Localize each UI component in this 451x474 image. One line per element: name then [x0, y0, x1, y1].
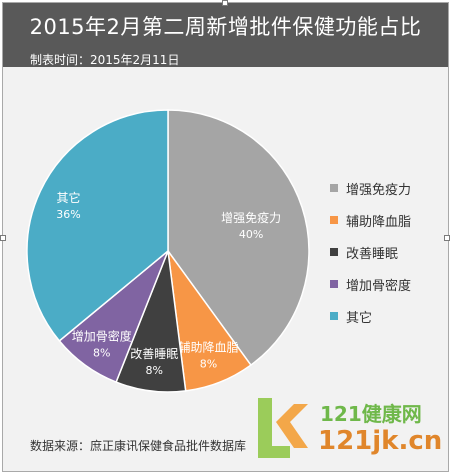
slice-category-label: 增强免疫力	[221, 210, 281, 225]
resize-handle-left[interactable]	[0, 235, 6, 241]
slice-category-label: 增加骨密度	[72, 328, 132, 343]
legend-label: 改善睡眠	[346, 246, 399, 262]
chart-title: 2015年2月第二周新增批件保健功能占比	[29, 15, 422, 39]
watermark-text-domain: 121jk.cn	[318, 426, 443, 456]
legend-label: 辅助降血脂	[346, 214, 412, 230]
slice-percent-label: 8%	[145, 364, 162, 377]
pie-slice-1	[167, 109, 310, 367]
chart-header: 2015年2月第二周新增批件保健功能占比 制表时间：2015年2月11日	[3, 3, 448, 67]
resize-handle-right[interactable]	[444, 235, 450, 241]
slice-percent-label: 8%	[200, 357, 217, 370]
slice-percent-label: 40%	[239, 228, 263, 241]
slice-category-label: 改善睡眠	[130, 346, 178, 361]
resize-handle-top[interactable]	[222, 0, 228, 6]
slice-percent-label: 8%	[93, 346, 110, 359]
pie-chart: 增强免疫力 40% 辅助降血脂 8% 改善睡眠 8% 增加骨密度 8% 其它 36%	[26, 109, 310, 393]
legend-label: 增强免疫力	[346, 182, 412, 198]
legend-item: 增加骨密度	[330, 268, 411, 300]
legend-item: 改善睡眠	[330, 236, 411, 268]
legend-item: 其它	[330, 300, 411, 332]
data-source: 数据来源：庶正康讯保健食品批件数据库	[30, 439, 247, 453]
chart-subtitle: 制表时间：2015年2月11日	[30, 53, 180, 67]
slice-category-label: 其它	[56, 190, 80, 205]
watermark-logo	[258, 398, 308, 458]
legend-item: 增强免疫力	[330, 172, 411, 204]
legend-item: 辅助降血脂	[330, 204, 411, 236]
legend: 增强免疫力辅助降血脂改善睡眠增加骨密度其它	[330, 172, 411, 332]
watermark-text-site-name: 121健康网	[320, 402, 422, 426]
legend-swatch	[330, 184, 338, 192]
legend-swatch	[330, 216, 338, 224]
legend-swatch	[330, 248, 338, 256]
legend-swatch	[330, 312, 338, 320]
legend-label: 其它	[346, 310, 373, 326]
slice-category-label: 辅助降血脂	[178, 339, 238, 354]
legend-label: 增加骨密度	[346, 278, 412, 294]
pie-slice-5	[26, 109, 169, 342]
slice-percent-label: 36%	[56, 208, 80, 221]
legend-swatch	[330, 280, 338, 288]
